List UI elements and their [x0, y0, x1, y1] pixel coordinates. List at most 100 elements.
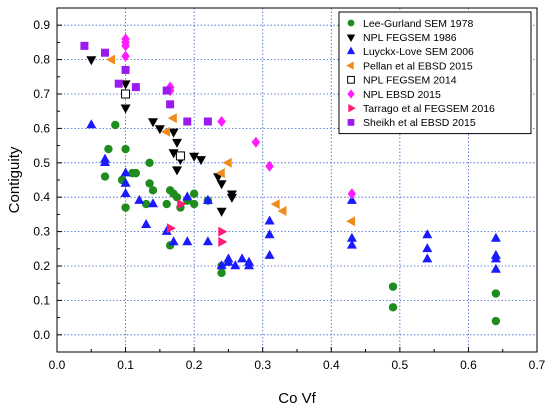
data-point: [222, 157, 232, 168]
data-point: [104, 144, 113, 154]
x-tick-label: 0.1: [117, 358, 134, 372]
legend-marker: [347, 75, 355, 84]
y-tick-label: 0.2: [33, 259, 50, 273]
data-point: [217, 268, 226, 278]
x-axis-label: Co Vf: [278, 390, 316, 407]
legend-entry: NPL FEGSEM 2014: [347, 75, 457, 87]
data-point: [189, 152, 200, 162]
data-point: [168, 128, 179, 138]
data-point: [346, 194, 357, 204]
data-point: [148, 118, 158, 128]
data-point: [148, 186, 158, 195]
data-point: [347, 188, 357, 200]
legend-label: NPL FEGSEM 2014: [363, 75, 457, 87]
x-tick-label: 0.2: [186, 358, 203, 372]
y-tick-label: 0.8: [33, 53, 50, 67]
legend-marker: [346, 46, 356, 55]
legend-label: NPL FEGSEM 1986: [363, 32, 457, 44]
data-point: [168, 236, 179, 246]
data-point: [244, 260, 254, 270]
data-point: [120, 104, 131, 114]
data-point: [215, 168, 225, 179]
data-point: [182, 236, 193, 246]
data-point: [346, 232, 357, 242]
data-point: [182, 191, 193, 201]
data-point: [265, 160, 274, 172]
data-point: [141, 199, 151, 209]
data-point: [121, 65, 130, 74]
legend-entry: Lee-Gurland SEM 1978: [347, 18, 473, 30]
data-points: [80, 33, 501, 326]
data-point: [166, 100, 175, 109]
data-point: [216, 260, 227, 270]
data-point: [120, 177, 131, 187]
legend-label: Pellan et al EBSD 2015: [363, 60, 473, 72]
series-5: [121, 89, 185, 161]
data-point: [80, 41, 89, 50]
legend: Lee-Gurland SEM 1978 NPL FEGSEM 1986 Luyck…: [338, 11, 532, 135]
data-point: [162, 86, 171, 95]
y-tick-label: 0.0: [33, 328, 50, 342]
data-point: [217, 116, 226, 127]
data-point: [490, 263, 501, 273]
data-point: [237, 253, 248, 263]
data-point: [131, 168, 141, 178]
legend-marker: [347, 19, 355, 27]
y-tick-label: 0.6: [33, 121, 50, 135]
data-point: [175, 151, 185, 161]
data-point: [490, 253, 501, 263]
data-point: [202, 194, 213, 204]
data-point: [166, 223, 176, 234]
data-point: [120, 188, 131, 197]
y-tick-label: 0.5: [33, 156, 50, 170]
data-point: [264, 215, 275, 225]
series-1: [100, 120, 501, 326]
x-tick-label: 0.3: [254, 358, 271, 372]
data-point: [121, 203, 130, 212]
data-point: [86, 56, 97, 66]
data-point: [141, 219, 152, 228]
legend-label: Sheikh et al EBSD 2015: [363, 117, 476, 129]
data-point: [120, 167, 131, 177]
data-point: [270, 199, 280, 210]
data-point: [422, 229, 433, 239]
y-tick-label: 0.3: [33, 225, 50, 239]
legend-box: [338, 11, 532, 135]
data-point: [226, 193, 237, 203]
series-8: [80, 41, 212, 126]
data-point: [167, 113, 177, 124]
data-point: [131, 83, 140, 92]
y-tick-label: 0.1: [33, 293, 50, 307]
data-point: [86, 119, 97, 129]
data-point: [490, 232, 501, 242]
data-point: [491, 316, 501, 326]
data-point: [161, 225, 172, 235]
legend-marker: [346, 61, 354, 70]
data-point: [264, 229, 275, 239]
y-tick-label: 0.9: [33, 18, 50, 32]
data-point: [189, 199, 199, 209]
x-tick-label: 0.5: [392, 358, 409, 372]
y-tick-label: 0.4: [33, 190, 50, 204]
legend-label: Tarrago et al FEGSEM 2016: [363, 103, 495, 115]
legend-entry: Luyckx-Love SEM 2006: [346, 46, 474, 58]
legend-marker: [346, 34, 356, 42]
data-point: [346, 239, 357, 249]
legend-marker: [348, 104, 356, 113]
data-point: [120, 80, 131, 90]
x-tick-label: 0.0: [49, 358, 66, 372]
plot-frame: [56, 7, 538, 353]
series-7: [166, 199, 228, 247]
data-point: [114, 79, 123, 88]
data-point: [202, 236, 213, 246]
data-point: [177, 199, 187, 210]
data-point: [216, 207, 227, 217]
data-point: [172, 138, 182, 148]
data-point: [264, 249, 275, 259]
data-point: [216, 180, 227, 190]
legend-label: Lee-Gurland SEM 1978: [363, 18, 473, 30]
y-axis-label: Contiguity: [6, 146, 23, 213]
data-point: [218, 236, 228, 247]
data-point: [196, 156, 206, 166]
data-point: [277, 206, 287, 216]
